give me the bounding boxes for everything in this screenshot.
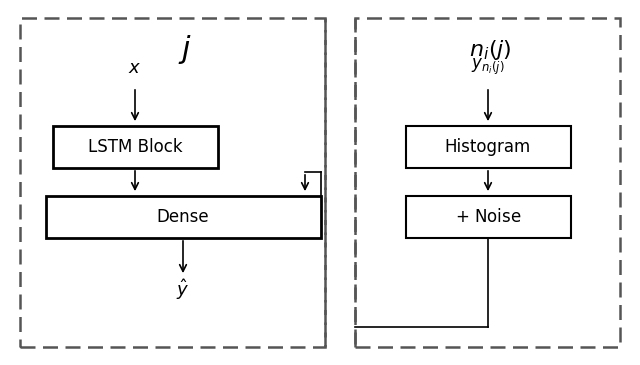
Text: Dense: Dense: [157, 208, 209, 226]
Text: $+$ Noise: $+$ Noise: [455, 208, 521, 226]
Text: $j$: $j$: [178, 34, 192, 66]
Text: $x$: $x$: [129, 59, 141, 77]
Text: $\hat{y}$: $\hat{y}$: [177, 278, 189, 302]
FancyBboxPatch shape: [45, 196, 321, 238]
Text: LSTM Block: LSTM Block: [88, 138, 182, 156]
Text: $y_{n_i(j)}$: $y_{n_i(j)}$: [471, 57, 505, 77]
FancyBboxPatch shape: [406, 196, 570, 238]
Text: Histogram: Histogram: [445, 138, 531, 156]
FancyBboxPatch shape: [52, 126, 218, 168]
Text: $n_i(j)$: $n_i(j)$: [468, 38, 511, 62]
FancyBboxPatch shape: [406, 126, 570, 168]
